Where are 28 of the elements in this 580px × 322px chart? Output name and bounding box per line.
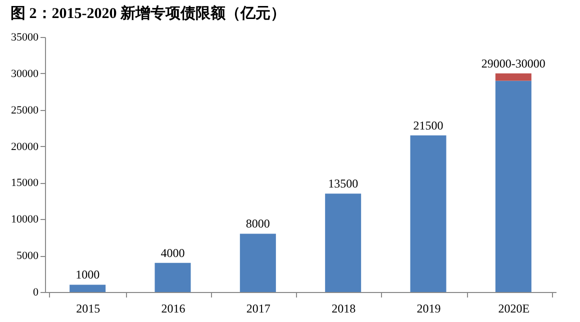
chart-title: 图 2：2015-2020 新增专项债限额（亿元）	[10, 4, 286, 22]
y-tick-label: 0	[33, 286, 39, 298]
y-tick-label: 10000	[11, 214, 39, 226]
x-tick-label: 2016	[161, 302, 186, 316]
total-label: 4000	[160, 246, 185, 260]
x-tick-label: 2017	[246, 302, 270, 316]
y-tick-label: 15000	[11, 177, 39, 190]
bar	[154, 262, 191, 292]
bar	[240, 234, 276, 292]
total-label: 21500	[413, 118, 444, 132]
y-tick-label: 35000	[11, 32, 39, 44]
y-tick-label: 30000	[11, 68, 39, 80]
total-label: 13500	[328, 176, 358, 191]
bar	[70, 284, 106, 292]
x-tick-label: 2015	[76, 302, 100, 316]
x-tick-label: 2020E	[498, 302, 530, 316]
bar	[325, 194, 362, 292]
bar	[495, 73, 532, 81]
x-tick-label: 2019	[416, 302, 441, 316]
y-tick-label: 20000	[11, 140, 39, 153]
total-label: 8000	[246, 216, 270, 231]
total-label: 29000-30000	[481, 56, 546, 70]
y-tick-label: 25000	[11, 104, 39, 116]
bar	[495, 80, 532, 292]
y-tick-label: 5000	[16, 250, 39, 262]
bar	[410, 135, 446, 292]
total-label: 1000	[76, 268, 100, 282]
x-tick-label: 2018	[332, 302, 356, 316]
